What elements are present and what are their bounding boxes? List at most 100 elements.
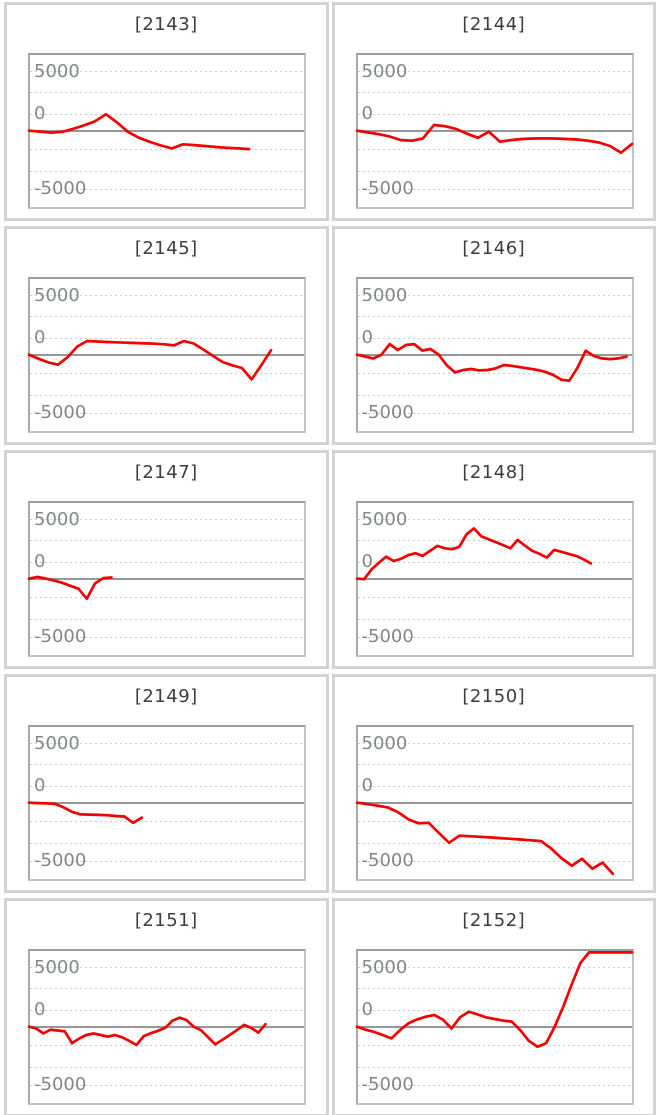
machine-number-title: [2147]: [134, 462, 198, 483]
plot-area: 5000 0 -5000: [355, 725, 634, 881]
machine-number-title: [2150]: [462, 686, 526, 707]
y-tick-5000: 5000: [361, 957, 408, 978]
plot-area: 5000 0 -5000: [27, 949, 306, 1105]
gridline: [357, 619, 632, 620]
y-tick-minus-5000: -5000: [361, 402, 414, 423]
gridline: [357, 519, 632, 520]
gridline: [357, 1067, 632, 1068]
machine-chart-panel-2148: [2148] 5000 0 -5000: [331, 450, 656, 669]
plot-area: 5000 0 -5000: [355, 53, 634, 209]
slump-graph: [355, 951, 633, 1049]
gridline: [357, 1085, 632, 1086]
slump-graph: [27, 575, 113, 601]
y-tick-0: 0: [34, 551, 46, 572]
machine-number-title: [2151]: [134, 910, 198, 931]
y-tick-0: 0: [34, 103, 46, 124]
machine-chart-panel-2149: [2149] 5000 0 -5000: [4, 674, 329, 893]
gridline: [30, 92, 304, 93]
gridline: [30, 988, 304, 989]
y-tick-5000: 5000: [361, 285, 408, 306]
gridline: [30, 413, 304, 414]
zero-baseline: [357, 130, 632, 132]
plot-area: 5000 0 -5000: [355, 277, 634, 433]
plot-area: 5000 0 -5000: [355, 949, 634, 1105]
machine-number-title: [2149]: [134, 686, 198, 707]
slump-graph: [27, 1016, 267, 1047]
gridline: [30, 189, 304, 190]
gridline: [30, 861, 304, 862]
y-tick-0: 0: [34, 775, 46, 796]
gridline: [30, 597, 304, 598]
gridline: [30, 821, 304, 822]
zero-baseline: [357, 578, 632, 580]
slump-graph: [355, 342, 628, 383]
gridline: [30, 967, 304, 968]
gridline: [357, 295, 632, 296]
series-line: [355, 123, 633, 155]
gridline: [30, 619, 304, 620]
gridline: [30, 171, 304, 172]
gridline: [357, 373, 632, 374]
series-line: [27, 339, 273, 381]
y-tick-0: 0: [361, 327, 373, 348]
slump-graph: [27, 112, 251, 151]
gridline: [30, 71, 304, 72]
gridline: [30, 743, 304, 744]
y-tick-minus-5000: -5000: [34, 402, 87, 423]
gridline: [357, 189, 632, 190]
y-tick-0: 0: [361, 551, 373, 572]
y-tick-0: 0: [361, 999, 373, 1020]
gridline: [357, 316, 632, 317]
gridline: [30, 295, 304, 296]
zero-baseline: [30, 354, 304, 356]
gridline: [30, 1085, 304, 1086]
series-line: [355, 342, 628, 383]
gridline: [357, 395, 632, 396]
slump-graph: [27, 339, 273, 381]
series-line: [27, 801, 144, 825]
y-tick-0: 0: [361, 103, 373, 124]
zero-baseline: [30, 130, 304, 132]
gridline: [30, 395, 304, 396]
machine-chart-panel-2146: [2146] 5000 0 -5000: [331, 226, 656, 445]
plot-area: 5000 0 -5000: [355, 501, 634, 657]
series-line: [355, 527, 592, 581]
y-tick-5000: 5000: [34, 509, 80, 530]
gridline: [357, 843, 632, 844]
gridline: [30, 843, 304, 844]
machine-chart-panel-2151: [2151] 5000 0 -5000: [4, 898, 329, 1115]
gridline: [357, 988, 632, 989]
plot-area: 5000 0 -5000: [27, 501, 306, 657]
gridline: [30, 149, 304, 150]
machine-number-title: [2143]: [134, 14, 198, 35]
y-tick-minus-5000: -5000: [34, 626, 87, 647]
series-line: [27, 1016, 267, 1047]
zero-baseline: [30, 578, 304, 580]
gridline: [357, 821, 632, 822]
gridline: [30, 373, 304, 374]
machine-chart-panel-2147: [2147] 5000 0 -5000: [4, 450, 329, 669]
gridline: [30, 786, 304, 787]
y-tick-5000: 5000: [34, 285, 80, 306]
plot-area: 5000 0 -5000: [27, 277, 306, 433]
gridline: [30, 1067, 304, 1068]
y-tick-0: 0: [361, 775, 373, 796]
machine-chart-panel-2150: [2150] 5000 0 -5000: [331, 674, 656, 893]
y-tick-0: 0: [34, 327, 46, 348]
y-tick-minus-5000: -5000: [361, 1074, 414, 1095]
slump-graph: [355, 801, 614, 876]
y-tick-5000: 5000: [34, 61, 80, 82]
y-tick-minus-5000: -5000: [34, 178, 87, 199]
machine-number-title: [2152]: [462, 910, 526, 931]
machine-chart-panel-2145: [2145] 5000 0 -5000: [4, 226, 329, 445]
gridline: [30, 540, 304, 541]
machine-chart-panel-2143: [2143] 5000 0 -5000: [4, 2, 329, 221]
machine-chart-panel-2152: [2152] 5000 0 -5000: [331, 898, 656, 1115]
gridline: [357, 861, 632, 862]
gridline: [357, 171, 632, 172]
machine-number-title: [2145]: [134, 238, 198, 259]
series-line: [27, 112, 251, 151]
y-tick-5000: 5000: [361, 733, 408, 754]
series-line: [355, 951, 633, 1049]
